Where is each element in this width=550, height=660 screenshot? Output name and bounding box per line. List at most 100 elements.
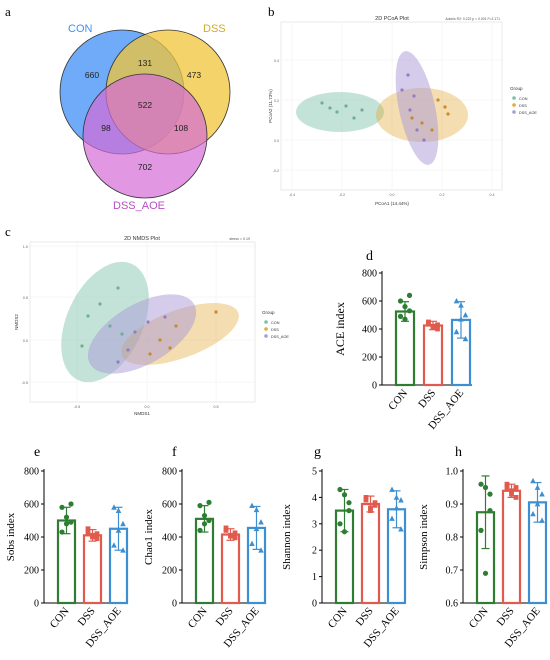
pcoa-point [446,112,450,116]
data-point [389,515,395,521]
y-tick-label: 2 [312,546,317,557]
nmds-legend-swatch-dss [264,327,268,331]
data-point [402,316,408,322]
nmds-legend-con: CON [271,321,280,325]
sobs-panel: e 0 200 400 600 800 Sobs index CON DSS DSS_AOE [0,445,138,655]
pcoa-ytick: 0.0 [274,139,279,143]
x-tick-label: CON [467,605,491,631]
data-point [258,547,264,553]
pcoa-point [410,116,414,120]
data-point [478,527,484,533]
x-tick-label: DSS [495,605,517,628]
nmds-points [80,286,218,364]
data-point [253,525,260,532]
pcoa-point [430,128,434,132]
data-point [346,500,352,506]
pcoa-stats: Adonis R2: 0.222 p = 0.001 F=2.171 [445,17,500,21]
data-point [363,497,369,503]
venn-label-con: CON [68,23,93,35]
bar [220,533,241,605]
pcoa-ytick: 0.2 [274,99,279,103]
data-point [59,529,65,535]
pcoa-point [412,94,416,98]
y-tick-label: 0.9 [446,500,459,511]
data-point [341,529,348,535]
data-point [201,512,208,519]
data-point [206,499,212,505]
pcoa-point [436,98,440,102]
venn-panel: a CON DSS DSS_AOE 660 131 473 522 98 108… [0,0,262,215]
x-tick-label: DSS [214,605,236,628]
bar [360,502,381,605]
y-tick-label: 1 [312,572,317,583]
panel-letter-e: e [34,445,41,460]
pcoa-plot: b 2D PCoA Plot Adonis R2: 0.222 p = 0.00… [268,4,537,206]
data-point [453,298,460,304]
data-point [363,495,369,500]
data-point [232,530,238,536]
data-point [462,335,469,342]
y-axis-label: Simpson index [418,504,430,570]
data-point [504,485,510,490]
data-point [111,542,117,548]
venn-count-aoe-only: 702 [138,162,152,172]
data-point [398,526,404,532]
chao1-panel: f 0 200 400 600 800 Chao1 index CON DSS DSS_AOE [138,445,276,655]
pcoa-xtick: -0.2 [339,193,345,197]
bar [394,310,416,387]
panel-letter-b: b [268,4,275,19]
pcoa-point [420,121,424,125]
nmds-point [120,332,124,336]
x-tick-label: CON [186,605,210,631]
data-point [249,540,255,546]
pcoa-xtick: 0.0 [390,193,395,197]
data-point [482,484,489,491]
nmds-ylabel: NMDS2 [14,314,19,330]
nmds-stats: stress = 0.19 [229,237,250,241]
data-point [397,313,404,319]
data-point [462,312,469,318]
pcoa-point [400,88,404,92]
data-point [59,504,65,510]
nmds-point [116,286,120,290]
y-tick-label: 0 [372,381,377,392]
venn-diagram: a CON DSS DSS_AOE 660 131 473 522 98 108… [5,4,231,212]
nmds-point [214,310,218,314]
nmds-xtick: 0.0 [144,405,149,409]
y-tick-label: 5 [312,467,317,478]
data-point [435,322,440,328]
data-point [372,502,378,508]
pcoa-legend-swatch-con [512,96,516,100]
nmds-legend-dss: DSS [271,328,279,332]
data-point [90,532,95,538]
y-tick-label: 200 [162,566,177,577]
y-tick-label: 600 [362,297,377,308]
nmds-ytick: 0.5 [23,296,28,300]
nmds-point [174,324,178,328]
pcoa-ylabel: PCoA2 (11.73%) [268,89,273,123]
data-point [530,510,536,517]
nmds-point [116,360,120,364]
data-point [530,477,536,484]
data-point [539,517,545,523]
pcoa-xlabel: PCoA1 (14.44%) [375,201,409,206]
pcoa-point [352,116,356,120]
y-tick-label: 1.0 [446,467,459,478]
data-point [63,514,70,520]
y-tick-label: 0.7 [446,566,459,577]
y-axis-label: ACE index [333,302,347,356]
data-point [368,508,373,513]
y-tick-label: 3 [312,519,317,530]
data-point [398,497,404,503]
nmds-point [133,330,137,334]
nmds-ytick: 1.0 [23,245,28,249]
x-tick-label: CON [386,387,410,413]
data-point [337,521,343,527]
data-point [406,308,413,314]
data-point [534,484,541,490]
data-point [85,526,91,532]
data-point [402,304,408,310]
y-tick-label: 800 [24,467,39,478]
